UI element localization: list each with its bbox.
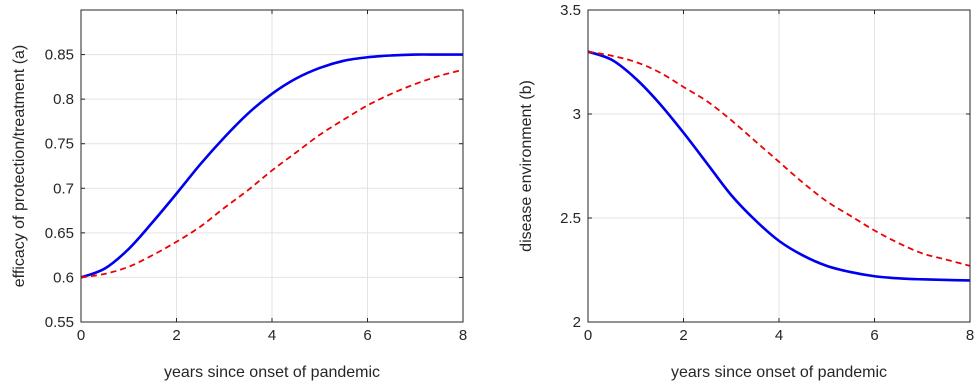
y-tick-label: 3 bbox=[573, 106, 581, 123]
series-line-solid bbox=[80, 53, 463, 279]
series-line-dashed bbox=[587, 50, 971, 267]
y-tick-label: 3.5 bbox=[560, 2, 581, 19]
y-tick-label: 0.65 bbox=[45, 225, 74, 242]
panel-efficacy: 0 2 4 6 8 0.55 0.6 0.65 0.7 0.75 0.8 0.85 years si… bbox=[11, 9, 467, 381]
y-tick-labels: 2 2.5 3 3.5 bbox=[560, 2, 581, 331]
x-tick-label: 8 bbox=[459, 327, 467, 344]
y-axis-label: efficacy of protection/treatment (a) bbox=[11, 45, 28, 287]
series-line-solid bbox=[587, 50, 971, 282]
grid-lines bbox=[80, 10, 464, 323]
plot-frame bbox=[80, 9, 464, 323]
x-tick-label: 6 bbox=[363, 327, 371, 344]
y-tick-label: 0.85 bbox=[45, 47, 74, 64]
y-tick-labels: 0.55 0.6 0.65 0.7 0.75 0.8 0.85 bbox=[45, 47, 74, 331]
x-tick-label: 4 bbox=[268, 327, 276, 344]
x-tick-label: 0 bbox=[584, 327, 592, 344]
y-tick-label: 0.75 bbox=[45, 136, 74, 153]
x-tick-labels: 0 2 4 6 8 bbox=[584, 327, 974, 344]
y-tick-label: 0.6 bbox=[53, 269, 74, 286]
plot-frame bbox=[587, 9, 971, 323]
series-lines bbox=[587, 50, 971, 282]
series-line-dashed bbox=[80, 68, 464, 279]
x-axis-label: years since onset of pandemic bbox=[671, 364, 887, 381]
x-tick-label: 2 bbox=[172, 327, 180, 344]
y-tick-label: 0.55 bbox=[45, 314, 74, 331]
x-tick-labels: 0 2 4 6 8 bbox=[77, 327, 467, 344]
y-tick-label: 2.5 bbox=[560, 210, 581, 227]
x-tick-label: 0 bbox=[77, 327, 85, 344]
x-tick-label: 6 bbox=[870, 327, 878, 344]
x-tick-label: 2 bbox=[679, 327, 687, 344]
y-tick-label: 0.8 bbox=[53, 91, 74, 108]
series-lines bbox=[80, 53, 464, 279]
grid-lines bbox=[587, 9, 971, 323]
x-tick-label: 8 bbox=[966, 327, 974, 344]
y-tick-label: 2 bbox=[573, 314, 581, 331]
y-axis-label: disease environment (b) bbox=[518, 80, 535, 252]
x-axis-label: years since onset of pandemic bbox=[164, 364, 380, 381]
x-tick-label: 4 bbox=[775, 327, 783, 344]
y-tick-label: 0.7 bbox=[53, 180, 74, 197]
